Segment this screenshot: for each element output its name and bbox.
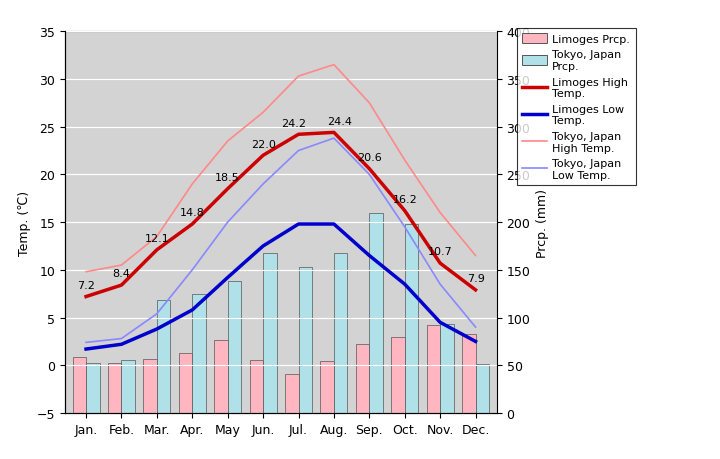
Bar: [369, 213, 383, 413]
Bar: [143, 359, 157, 413]
Text: 18.5: 18.5: [215, 173, 240, 183]
Text: 16.2: 16.2: [392, 195, 417, 205]
Y-axis label: Prcp. (mm): Prcp. (mm): [536, 188, 549, 257]
Bar: [462, 334, 475, 413]
Text: 10.7: 10.7: [428, 247, 452, 257]
Bar: [405, 224, 418, 413]
Bar: [356, 345, 369, 413]
Bar: [157, 301, 171, 413]
Bar: [285, 374, 299, 413]
Bar: [391, 337, 405, 413]
Text: 24.4: 24.4: [327, 117, 352, 126]
Bar: [179, 353, 192, 413]
Text: 7.9: 7.9: [467, 274, 485, 284]
Bar: [228, 282, 241, 413]
Bar: [250, 360, 263, 413]
Text: 8.4: 8.4: [112, 269, 130, 279]
Text: 22.0: 22.0: [251, 139, 276, 149]
Text: 14.8: 14.8: [180, 208, 204, 218]
Bar: [320, 362, 334, 413]
Bar: [334, 253, 347, 413]
Y-axis label: Temp. (℃): Temp. (℃): [18, 190, 31, 255]
Bar: [440, 325, 454, 413]
Bar: [263, 253, 276, 413]
Text: 12.1: 12.1: [145, 234, 169, 244]
Bar: [73, 357, 86, 413]
Text: 20.6: 20.6: [357, 153, 382, 162]
Bar: [192, 294, 206, 413]
Bar: [427, 325, 440, 413]
Bar: [299, 268, 312, 413]
Text: 7.2: 7.2: [77, 280, 95, 290]
Legend: Limoges Prcp., Tokyo, Japan
Prcp., Limoges High
Temp., Limoges Low
Temp., Tokyo,: Limoges Prcp., Tokyo, Japan Prcp., Limog…: [517, 28, 636, 186]
Bar: [108, 364, 122, 413]
Bar: [122, 360, 135, 413]
Text: 24.2: 24.2: [281, 118, 306, 129]
Bar: [475, 364, 489, 413]
Bar: [215, 340, 228, 413]
Bar: [86, 364, 99, 413]
